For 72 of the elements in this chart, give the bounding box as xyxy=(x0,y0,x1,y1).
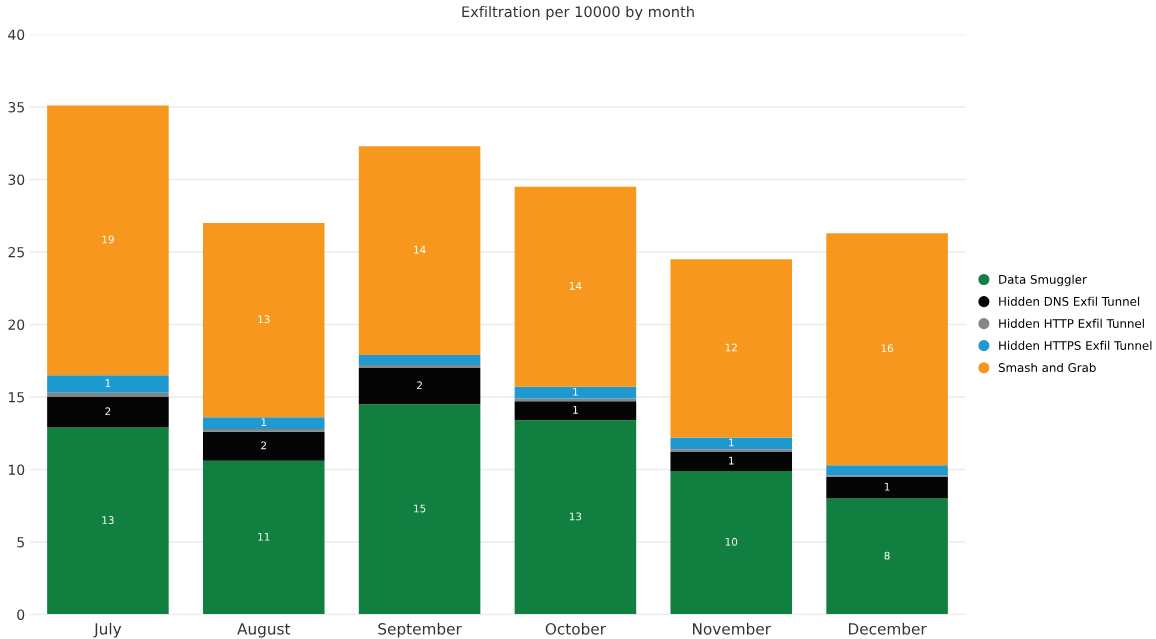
bar xyxy=(202,417,325,429)
bar xyxy=(358,404,481,615)
bar xyxy=(358,368,481,405)
bar xyxy=(670,437,793,450)
bar xyxy=(514,420,637,615)
legend-label: Hidden HTTPS Exfil Tunnel xyxy=(999,340,1152,350)
bar xyxy=(514,386,637,399)
x-tick-label: November xyxy=(693,622,771,635)
data-label: 8 xyxy=(884,551,890,560)
x-tick-label: August xyxy=(237,623,291,638)
data-label: 13 xyxy=(569,512,582,521)
bar xyxy=(358,354,481,366)
bar xyxy=(358,365,481,368)
data-label: 12 xyxy=(725,343,737,352)
data-label: 16 xyxy=(881,344,894,353)
data-label: 19 xyxy=(102,235,114,244)
y-tick-label: 5 xyxy=(17,537,24,548)
y-tick-label: 0 xyxy=(17,609,25,620)
data-label: 15 xyxy=(414,504,426,513)
chart-title: Exfiltration per 10000 by month xyxy=(462,5,694,21)
bar xyxy=(826,465,948,476)
bar xyxy=(826,476,948,499)
y-tick-label: 40 xyxy=(8,29,25,40)
y-tick-label: 25 xyxy=(8,246,24,258)
bar xyxy=(514,401,637,421)
data-label: 1 xyxy=(105,379,111,387)
bar xyxy=(47,427,169,615)
legend-label: Data Smuggler xyxy=(999,274,1087,287)
data-label: 2 xyxy=(417,381,422,389)
bar xyxy=(202,431,325,461)
data-label: 11 xyxy=(258,532,270,541)
bar xyxy=(358,146,481,355)
bar xyxy=(514,398,637,402)
legend-label: Hidden DNS Exfil Tunnel xyxy=(999,296,1140,306)
bar xyxy=(202,223,325,418)
bar xyxy=(47,375,169,393)
y-tick-label: 20 xyxy=(8,319,25,330)
legend-label: Smash and Grab xyxy=(998,362,1096,373)
x-tick-label: December xyxy=(848,622,927,635)
bar xyxy=(47,105,169,376)
bar xyxy=(826,498,948,615)
bar xyxy=(826,233,948,466)
bar xyxy=(670,449,793,453)
bar xyxy=(670,452,793,471)
data-label: 14 xyxy=(569,282,582,290)
data-label: 13 xyxy=(102,516,114,524)
data-label: 1 xyxy=(573,406,578,414)
data-label: 10 xyxy=(725,537,738,546)
bar xyxy=(670,470,793,615)
x-tick-label: July xyxy=(93,622,122,638)
bar xyxy=(670,259,793,438)
bar xyxy=(47,397,169,428)
y-tick-label: 10 xyxy=(8,464,25,475)
data-label: 1 xyxy=(573,387,578,396)
bar xyxy=(514,186,637,387)
bar xyxy=(202,460,325,615)
x-tick-label: September xyxy=(378,622,462,638)
legend-label: Hidden HTTP Exfil Tunnel xyxy=(999,318,1144,328)
data-label: 1 xyxy=(884,482,890,491)
y-tick-label: 35 xyxy=(8,101,24,113)
bar xyxy=(47,392,169,397)
y-tick-label: 15 xyxy=(8,392,24,403)
data-label: 13 xyxy=(258,315,270,324)
data-label: 14 xyxy=(414,245,426,254)
y-tick-label: 30 xyxy=(8,174,25,185)
bar xyxy=(202,428,325,432)
data-label: 2 xyxy=(261,441,267,450)
data-label: 1 xyxy=(729,456,734,465)
data-label: 2 xyxy=(105,407,111,416)
data-label: 1 xyxy=(729,438,734,447)
data-label: 1 xyxy=(261,418,267,426)
x-tick-label: October xyxy=(545,622,606,635)
